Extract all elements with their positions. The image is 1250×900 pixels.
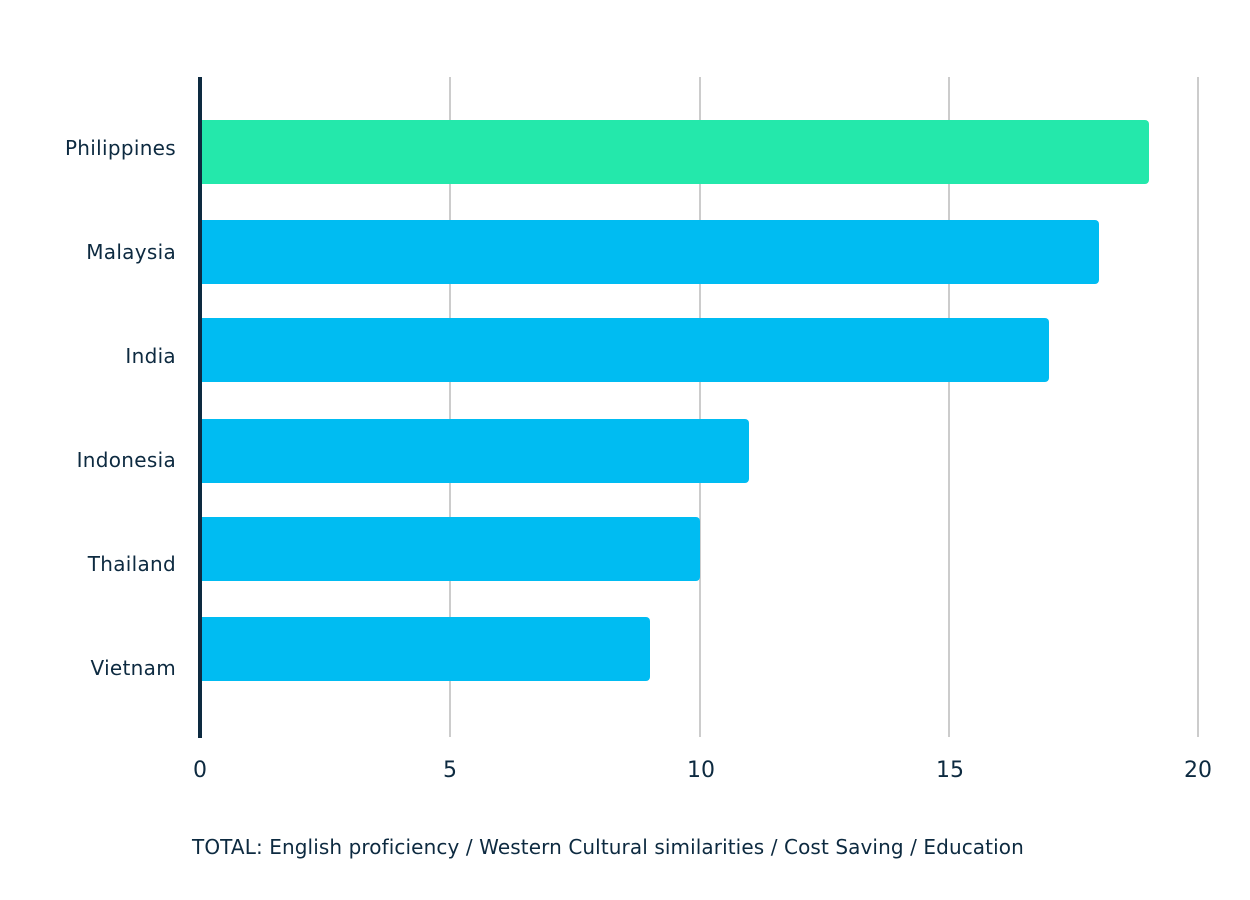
x-tick-label: 15 — [936, 758, 964, 783]
x-tick-label: 0 — [193, 758, 207, 783]
x-tick-label: 5 — [443, 758, 457, 783]
y-axis-line — [198, 77, 202, 738]
category-label: Vietnam — [90, 656, 176, 680]
bar-indonesia — [202, 419, 750, 483]
gridline-5 — [449, 77, 451, 737]
gridline-10 — [699, 77, 701, 737]
gridline-20 — [1197, 77, 1199, 737]
x-tick-label: 20 — [1184, 758, 1212, 783]
category-label: Indonesia — [76, 448, 176, 472]
bar-thailand — [202, 517, 700, 581]
x-tick-label: 10 — [687, 758, 715, 783]
category-label: Thailand — [87, 552, 176, 576]
gridline-15 — [948, 77, 950, 737]
category-label: India — [125, 344, 176, 368]
bar-malaysia — [202, 220, 1100, 284]
category-label: Malaysia — [86, 240, 176, 264]
bar-vietnam — [202, 617, 650, 681]
category-label: Philippines — [64, 136, 176, 160]
bar-philippines — [202, 120, 1150, 184]
x-axis-title: TOTAL: English proficiency / Western Cul… — [192, 835, 1024, 859]
bar-india — [202, 318, 1050, 382]
